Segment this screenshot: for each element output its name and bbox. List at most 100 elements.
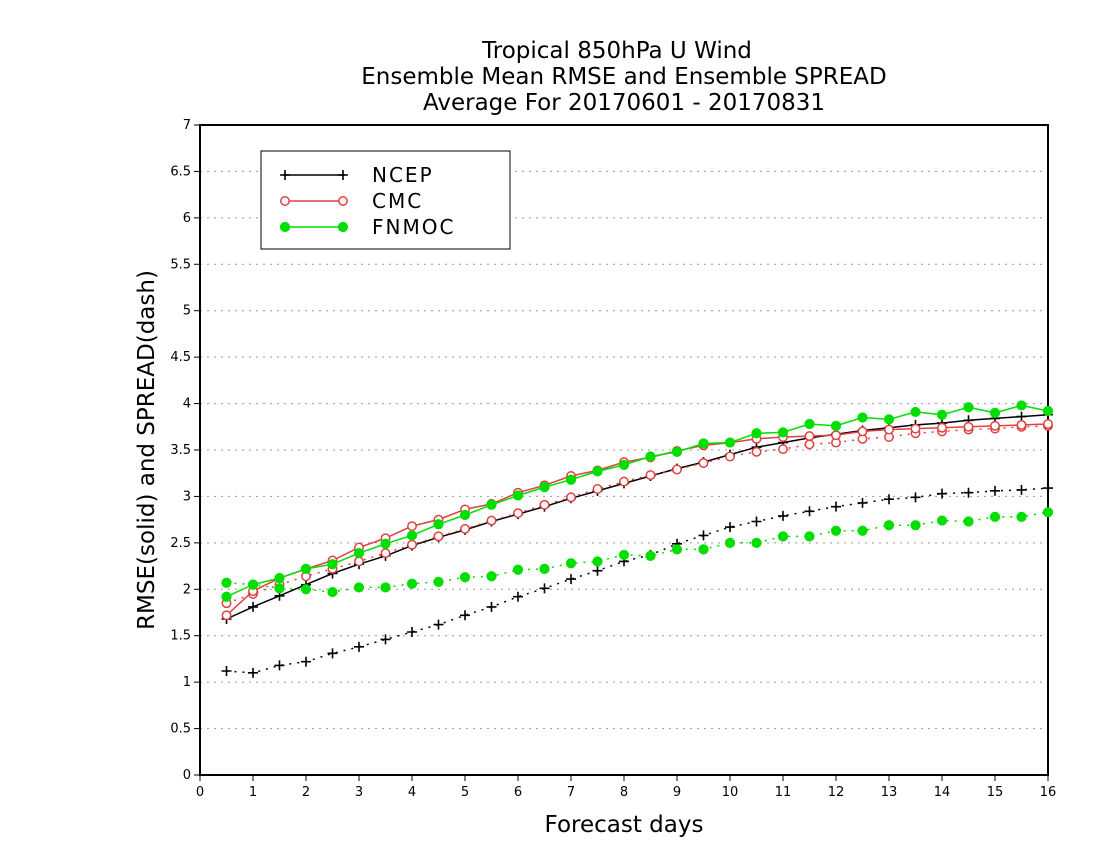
- chart-title-line-2: Ensemble Mean RMSE and Ensemble SPREAD: [361, 64, 886, 90]
- y-tick-label: 5.5: [170, 257, 191, 272]
- y-tick-label: 3: [183, 489, 191, 504]
- legend-item-cmc: CMC: [280, 189, 421, 213]
- legend-item-fnmoc: FNMOC: [279, 215, 455, 239]
- data-point: [274, 660, 285, 671]
- data-point: [1016, 511, 1027, 522]
- y-tick-label: 1: [183, 675, 191, 690]
- data-point: [539, 482, 550, 493]
- data-point: [804, 418, 815, 430]
- y-tick-label: 6: [183, 211, 191, 226]
- data-point: [910, 520, 921, 531]
- data-point: [937, 488, 947, 499]
- data-point: [990, 420, 1000, 431]
- data-point: [327, 559, 338, 570]
- data-point: [513, 591, 523, 602]
- data-point: [486, 499, 497, 510]
- data-point: [698, 438, 709, 449]
- data-point: [751, 428, 762, 439]
- data-point: [592, 565, 603, 576]
- y-tick-label: 2: [183, 582, 191, 597]
- data-point: [221, 591, 232, 602]
- data-point: [221, 610, 232, 621]
- data-point: [884, 494, 894, 505]
- data-point: [513, 508, 523, 519]
- data-point: [1016, 411, 1027, 422]
- data-point: [300, 563, 312, 574]
- x-tick-label: 16: [1040, 785, 1057, 800]
- y-tick-label: 4: [183, 397, 191, 412]
- data-point: [910, 406, 921, 418]
- data-point: [963, 516, 974, 527]
- data-point: [337, 221, 349, 233]
- y-tick-label: 0.5: [170, 722, 191, 737]
- data-point: [724, 437, 736, 448]
- data-point: [1043, 419, 1053, 429]
- x-tick-label: 8: [620, 785, 628, 800]
- data-point: [221, 577, 232, 588]
- data-point: [1016, 484, 1027, 495]
- data-point: [247, 579, 259, 590]
- data-point: [433, 576, 444, 587]
- data-point: [725, 522, 735, 533]
- legend-label: FNMOC: [372, 215, 455, 239]
- data-point: [338, 170, 348, 180]
- data-point: [354, 556, 364, 567]
- data-point: [565, 474, 577, 485]
- data-point: [804, 506, 815, 517]
- data-point: [380, 538, 391, 549]
- data-point: [830, 420, 842, 431]
- data-point: [618, 549, 630, 561]
- x-tick-label: 12: [828, 785, 845, 800]
- data-point: [248, 601, 258, 612]
- data-point: [592, 556, 603, 567]
- data-point: [353, 582, 365, 593]
- data-point: [380, 582, 391, 593]
- data-point: [279, 221, 291, 233]
- data-point: [566, 574, 576, 585]
- chart-title-line-3: Average For 20170601 - 20170831: [423, 90, 825, 116]
- data-point: [566, 492, 576, 503]
- data-point: [751, 446, 762, 457]
- y-tick-label: 2.5: [170, 536, 191, 551]
- data-point: [884, 424, 894, 435]
- series-layer: [221, 400, 1054, 678]
- data-point: [539, 583, 550, 594]
- data-point: [512, 564, 524, 575]
- data-point: [618, 459, 630, 470]
- data-point: [460, 523, 470, 534]
- data-point: [407, 521, 417, 532]
- data-point: [831, 501, 841, 512]
- data-point: [751, 516, 762, 527]
- data-point: [751, 537, 762, 548]
- data-point: [512, 490, 524, 501]
- x-tick-label: 5: [461, 785, 469, 800]
- y-tick-label: 3.5: [170, 443, 191, 458]
- data-point: [1043, 483, 1053, 494]
- series-spread-line: [226, 425, 1049, 604]
- x-tick-label: 7: [567, 785, 575, 800]
- data-point: [300, 584, 312, 595]
- data-point: [459, 509, 471, 521]
- data-point: [963, 421, 974, 432]
- data-point: [592, 484, 603, 494]
- legend-box: [260, 150, 511, 250]
- data-point: [539, 563, 550, 574]
- series-fnmoc: [221, 400, 1054, 602]
- data-point: [407, 539, 417, 550]
- data-point: [804, 439, 815, 450]
- x-tick-label: 11: [775, 785, 792, 800]
- data-point: [407, 627, 417, 637]
- data-point: [857, 525, 868, 536]
- x-tick-label: 4: [408, 785, 416, 800]
- grid: [200, 170, 1048, 730]
- x-axis-label: Forecast days: [545, 812, 704, 838]
- data-point: [353, 547, 365, 559]
- data-point: [672, 464, 682, 475]
- data-point: [645, 550, 656, 561]
- data-point: [380, 548, 391, 559]
- x-tick-label: 9: [673, 785, 681, 800]
- data-point: [301, 656, 311, 667]
- y-axis-label: RMSE(solid) and SPREAD(dash): [134, 270, 160, 630]
- x-tick-label: 6: [514, 785, 522, 800]
